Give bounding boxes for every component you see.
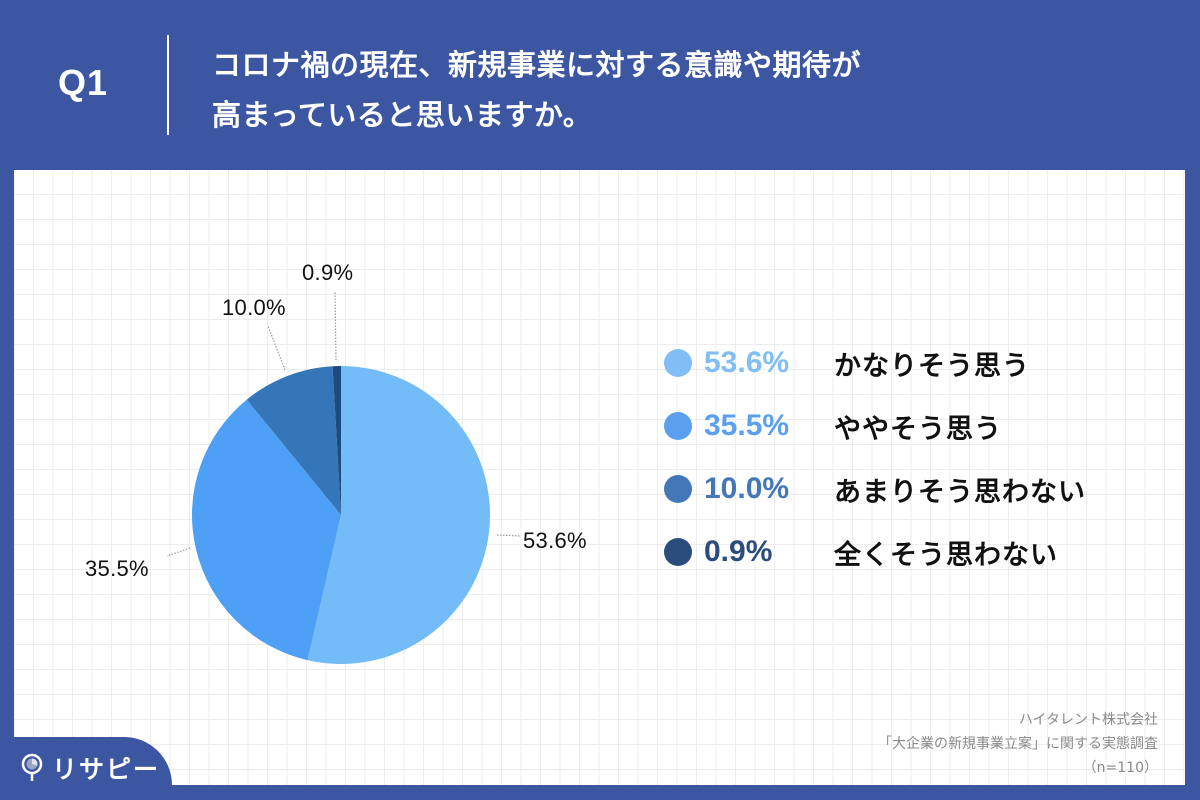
header-divider <box>167 35 169 135</box>
leader-lines <box>166 291 521 557</box>
legend-pct: 0.9% <box>704 535 773 568</box>
source-sample-size: （n=110） <box>1082 760 1158 776</box>
legend-label: ややそう思う <box>834 413 1002 445</box>
legend-item-amari: 10.0% あまりそう思わない <box>664 469 1086 509</box>
question-title-line2: 高まっていると思いますか。 <box>212 98 593 132</box>
legend-item-mattaku: 0.9% 全くそう思わない <box>664 532 1058 572</box>
slice-label-amari: 10.0% <box>222 295 286 320</box>
legend-item-yaya: 35.5% ややそう思う <box>664 406 1002 446</box>
leader-line-0-9 <box>334 291 337 361</box>
source-company: ハイタレント株式会社 <box>1018 712 1158 728</box>
question-title: コロナ禍の現在、新規事業に対する意識や期待が 高まっていると思いますか。 <box>212 40 861 140</box>
legend-pct: 10.0% <box>704 472 790 505</box>
question-number: Q1 <box>58 62 109 103</box>
pin-pie-icon <box>21 753 43 781</box>
logo-tab <box>0 737 172 800</box>
legend-label: かなりそう思う <box>834 350 1030 382</box>
legend-dot-icon <box>664 412 692 440</box>
pie-slice <box>307 366 490 665</box>
bottom-bar <box>0 785 1200 800</box>
legend-label: 全くそう思わない <box>834 539 1058 571</box>
slice-label-kanari: 53.6% <box>523 528 587 553</box>
legend-pct: 53.6% <box>704 346 790 379</box>
source-note: ハイタレント株式会社 「大企業の新規事業立案」に関する実態調査 （n=110） <box>878 708 1158 780</box>
slice-label-mattaku: 0.9% <box>302 260 354 285</box>
legend-dot-icon <box>664 538 692 566</box>
pie-slice <box>191 399 341 661</box>
source-survey: 「大企業の新規事業立案」に関する実態調査 <box>878 736 1158 752</box>
pie-slice <box>246 366 341 515</box>
pie-slice <box>332 366 341 515</box>
legend-dot-icon <box>664 475 692 503</box>
legend-dot-icon <box>664 349 692 377</box>
brand-name: リサピー <box>52 755 161 784</box>
leader-line-35-5 <box>166 547 191 557</box>
question-title-line1: コロナ禍の現在、新規事業に対する意識や期待が <box>212 48 862 82</box>
legend-item-kanari: 53.6% かなりそう思う <box>664 343 1030 383</box>
slice-label-yaya: 35.5% <box>85 556 149 581</box>
legend-pct: 35.5% <box>704 409 790 442</box>
leader-line-53-6 <box>496 534 521 537</box>
legend-label: あまりそう思わない <box>834 476 1086 508</box>
brand-logo: リサピー <box>20 750 160 786</box>
pie-slices <box>191 366 490 665</box>
leader-line-10-0 <box>267 325 286 371</box>
